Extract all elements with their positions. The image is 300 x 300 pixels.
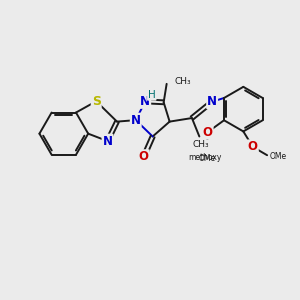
Text: methoxy: methoxy xyxy=(188,153,221,162)
Text: CH₃: CH₃ xyxy=(174,77,191,86)
Text: N: N xyxy=(207,95,217,108)
Text: N: N xyxy=(103,135,112,148)
Text: CH₃: CH₃ xyxy=(193,140,209,149)
Text: H: H xyxy=(148,90,156,100)
Text: O: O xyxy=(248,140,258,153)
Text: N: N xyxy=(131,114,141,127)
Text: N: N xyxy=(140,95,150,108)
Text: S: S xyxy=(92,95,101,108)
Text: OMe: OMe xyxy=(199,154,216,163)
Text: O: O xyxy=(203,126,213,139)
Text: OMe: OMe xyxy=(270,152,287,161)
Text: O: O xyxy=(139,150,149,163)
